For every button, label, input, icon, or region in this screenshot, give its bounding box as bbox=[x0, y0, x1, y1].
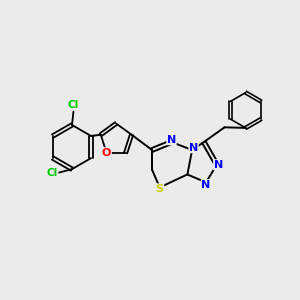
Text: N: N bbox=[214, 160, 223, 170]
Text: Cl: Cl bbox=[68, 100, 79, 110]
Text: Cl: Cl bbox=[46, 168, 58, 178]
Text: N: N bbox=[167, 135, 176, 145]
Text: N: N bbox=[201, 180, 211, 190]
Text: O: O bbox=[102, 148, 111, 158]
Text: S: S bbox=[156, 184, 164, 194]
Text: N: N bbox=[189, 142, 198, 153]
